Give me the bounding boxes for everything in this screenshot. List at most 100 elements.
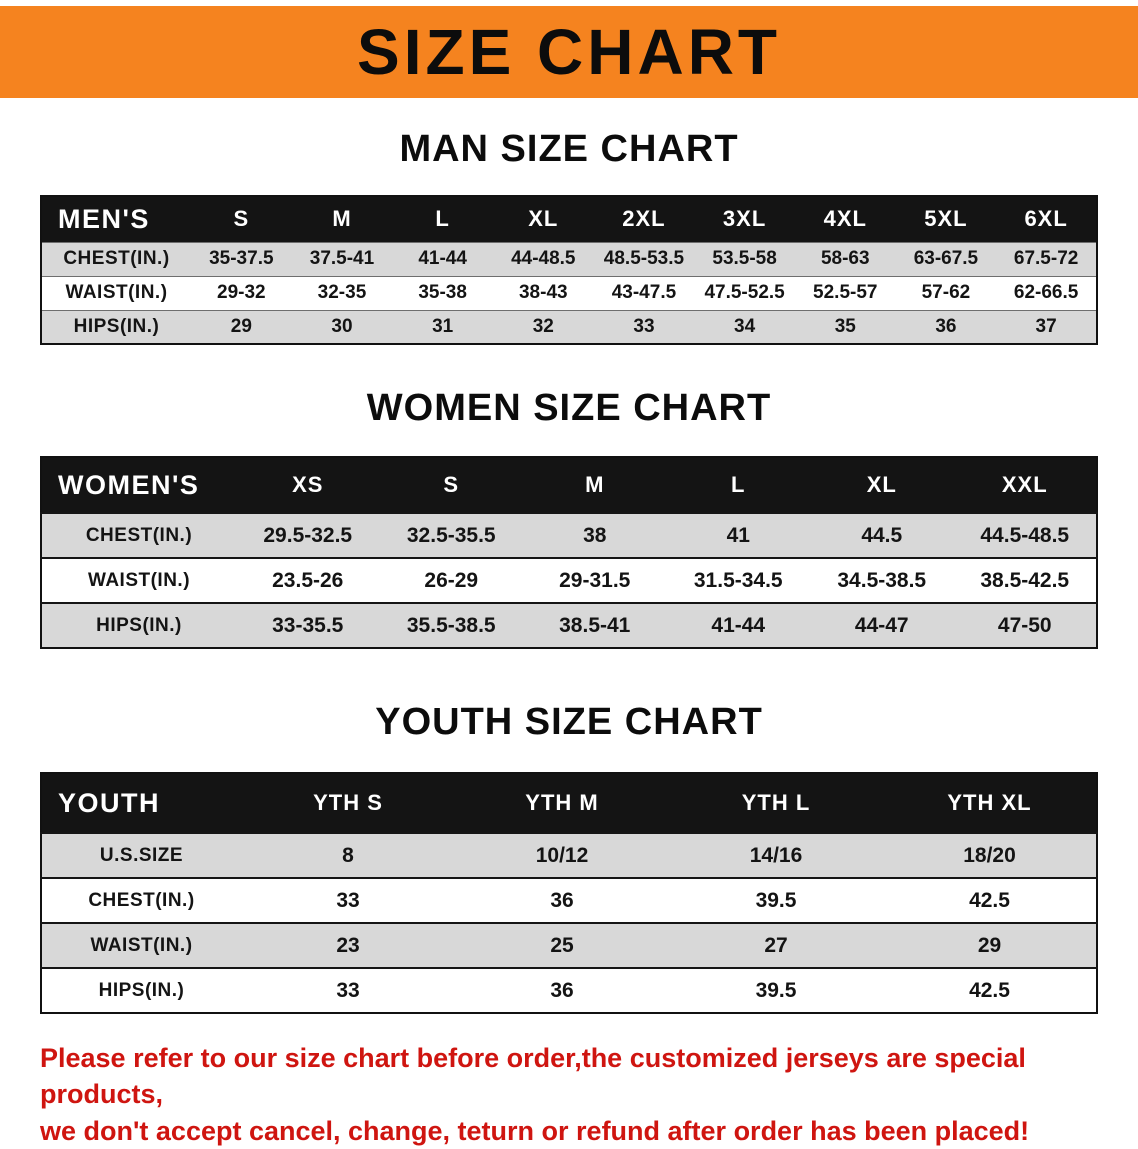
measurement-value-cell: 29-31.5	[523, 557, 667, 603]
measurement-value-cell: 42.5	[883, 967, 1097, 1013]
measurement-row: WAIST(IN.) 29-32 32-35 35-38 38-43 43-47.5 47.…	[41, 275, 1097, 310]
measurement-value-cell: 38.5-42.5	[953, 557, 1097, 603]
measurement-value-cell: 27	[669, 922, 883, 968]
measurement-row: HIPS(IN.) 33 36 39.5 42.5	[41, 967, 1097, 1013]
measurement-value-cell: 53.5-58	[694, 241, 795, 276]
size-column-header: XL	[492, 196, 594, 242]
measurement-value-cell: 34	[694, 309, 795, 344]
measurement-value-cell: 36	[455, 967, 669, 1013]
order-notice-line-2: we don't accept cancel, change, teturn o…	[40, 1115, 1030, 1146]
size-column-header: XS	[236, 457, 380, 513]
measurement-label-cell: HIPS(IN.)	[41, 602, 236, 648]
measurement-value-cell: 57-62	[895, 275, 997, 310]
size-column-header: 3XL	[694, 196, 795, 242]
size-column-header: 5XL	[895, 196, 997, 242]
women-size-section: WOMEN SIZE CHART WOMEN'S XS S M L XL XXL CHEST(…	[0, 387, 1138, 649]
size-column-header: L	[392, 196, 493, 242]
measurement-value-cell: 44.5	[810, 512, 954, 558]
table-title-cell: WOMEN'S	[41, 457, 236, 513]
measurement-row: WAIST(IN.) 23.5-26 26-29 29-31.5 31.5-34.5 34…	[41, 557, 1097, 603]
measurement-value-cell: 35	[794, 309, 896, 344]
measurement-label-cell: WAIST(IN.)	[41, 922, 241, 968]
measurement-value-cell: 29.5-32.5	[236, 512, 380, 558]
measurement-value-cell: 44-47	[810, 602, 954, 648]
measurement-label-cell: WAIST(IN.)	[41, 275, 191, 310]
measurement-value-cell: 42.5	[883, 877, 1097, 923]
youth-size-table: YOUTH YTH S YTH M YTH L YTH XL U.S.SIZE 8 10/12…	[40, 772, 1098, 1014]
measurement-value-cell: 33	[593, 309, 695, 344]
measurement-value-cell: 47.5-52.5	[694, 275, 795, 310]
measurement-row: CHEST(IN.) 33 36 39.5 42.5	[41, 877, 1097, 923]
measurement-value-cell: 36	[895, 309, 997, 344]
measurement-value-cell: 58-63	[794, 241, 896, 276]
order-notice-line-1: Please refer to our size chart before or…	[40, 1043, 1026, 1110]
measurement-value-cell: 29	[191, 309, 292, 344]
size-column-header: 2XL	[593, 196, 695, 242]
size-header-row: WOMEN'S XS S M L XL XXL	[41, 457, 1097, 513]
measurement-value-cell: 35-37.5	[191, 241, 292, 276]
measurement-value-cell: 32	[492, 309, 594, 344]
women-section-heading: WOMEN SIZE CHART	[366, 387, 772, 429]
measurement-value-cell: 33-35.5	[236, 602, 380, 648]
measurement-value-cell: 33	[241, 877, 455, 923]
measurement-label-cell: CHEST(IN.)	[41, 241, 191, 276]
measurement-label-cell: CHEST(IN.)	[41, 877, 241, 923]
size-header-row: MEN'S S M L XL 2XL 3XL 4XL 5XL 6XL	[41, 196, 1097, 242]
measurement-value-cell: 36	[455, 877, 669, 923]
measurement-value-cell: 31.5-34.5	[666, 557, 810, 603]
size-column-header: L	[666, 457, 810, 513]
measurement-value-cell: 32.5-35.5	[379, 512, 523, 558]
size-column-header: S	[191, 196, 292, 242]
size-column-header: 6XL	[996, 196, 1097, 242]
size-column-header: YTH XL	[883, 773, 1097, 833]
measurement-row: U.S.SIZE 8 10/12 14/16 18/20	[41, 832, 1097, 878]
measurement-value-cell: 26-29	[379, 557, 523, 603]
measurement-value-cell: 44-48.5	[492, 241, 594, 276]
measurement-value-cell: 67.5-72	[996, 241, 1097, 276]
measurement-row: WAIST(IN.) 23 25 27 29	[41, 922, 1097, 968]
measurement-value-cell: 63-67.5	[895, 241, 997, 276]
size-column-header: 4XL	[794, 196, 896, 242]
measurement-value-cell: 41-44	[392, 241, 493, 276]
measurement-value-cell: 52.5-57	[794, 275, 896, 310]
measurement-value-cell: 35.5-38.5	[379, 602, 523, 648]
size-column-header: YTH L	[669, 773, 883, 833]
measurement-label-cell: U.S.SIZE	[41, 832, 241, 878]
measurement-value-cell: 38.5-41	[523, 602, 667, 648]
measurement-value-cell: 62-66.5	[996, 275, 1097, 310]
measurement-value-cell: 29	[883, 922, 1097, 968]
measurement-label-cell: CHEST(IN.)	[41, 512, 236, 558]
measurement-row: CHEST(IN.) 29.5-32.5 32.5-35.5 38 41 44.5 44.5…	[41, 512, 1097, 558]
men-section-heading: MAN SIZE CHART	[399, 128, 739, 170]
measurement-row: CHEST(IN.) 35-37.5 37.5-41 41-44 44-48.5 48.5…	[41, 241, 1097, 276]
measurement-value-cell: 47-50	[953, 602, 1097, 648]
measurement-label-cell: HIPS(IN.)	[41, 309, 191, 344]
measurement-row: HIPS(IN.) 29 30 31 32 33 34 35 36 37	[41, 309, 1097, 344]
size-column-header: YTH S	[241, 773, 455, 833]
men-size-table: MEN'S S M L XL 2XL 3XL 4XL 5XL 6XL CHEST(IN.) 35-37…	[40, 195, 1098, 345]
order-notice: Please refer to our size chart before or…	[40, 1040, 1100, 1149]
banner-title: SIZE CHART	[357, 16, 781, 88]
measurement-value-cell: 37	[996, 309, 1097, 344]
measurement-value-cell: 38	[523, 512, 667, 558]
size-chart-page: { "colors": { "banner_orange": "#f5831f"…	[0, 6, 1138, 1146]
youth-section-heading: YOUTH SIZE CHART	[375, 701, 763, 743]
size-column-header: S	[379, 457, 523, 513]
measurement-value-cell: 48.5-53.5	[593, 241, 695, 276]
measurement-value-cell: 8	[241, 832, 455, 878]
size-column-header: XL	[810, 457, 954, 513]
measurement-value-cell: 43-47.5	[593, 275, 695, 310]
measurement-row: HIPS(IN.) 33-35.5 35.5-38.5 38.5-41 41-44 44-…	[41, 602, 1097, 648]
measurement-value-cell: 10/12	[455, 832, 669, 878]
measurement-label-cell: HIPS(IN.)	[41, 967, 241, 1013]
table-title-cell: MEN'S	[41, 196, 191, 242]
youth-size-section: YOUTH SIZE CHART YOUTH YTH S YTH M YTH L YTH…	[0, 701, 1138, 1014]
table-title-cell: YOUTH	[41, 773, 241, 833]
measurement-value-cell: 32-35	[291, 275, 393, 310]
measurement-value-cell: 25	[455, 922, 669, 968]
measurement-value-cell: 31	[392, 309, 493, 344]
size-header-row: YOUTH YTH S YTH M YTH L YTH XL	[41, 773, 1097, 833]
measurement-value-cell: 39.5	[669, 967, 883, 1013]
size-column-header: YTH M	[455, 773, 669, 833]
measurement-label-cell: WAIST(IN.)	[41, 557, 236, 603]
